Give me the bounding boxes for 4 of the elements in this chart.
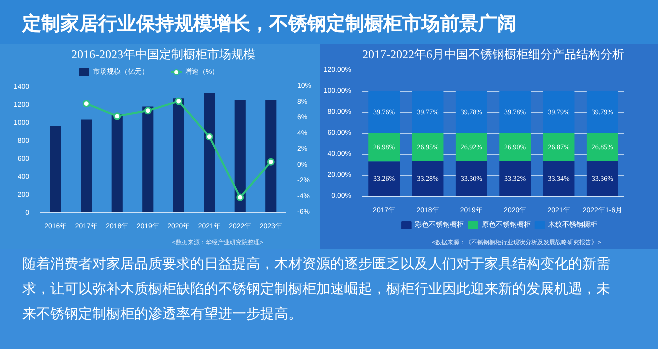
text: 定制家居行业保持规模增长，不锈钢定制橱柜市场前景广阔: [22, 13, 516, 35]
chart-title: 2017-2022年6月中国不锈钢橱柜细分产品结构分析: [362, 48, 624, 62]
text: 随着消费者对家居品质要求的日益提高，木材资源的逐步匮乏以及人们对于家具结构变化的新需求，让可以弥补木质橱柜缺陷的不锈钢定制橱柜加速崛起，橱柜行业因此迎来新的发展机遇，未来不锈钢定制橱柜的渗透率有望进一步提高。: [22, 256, 610, 322]
chart-title: 2016-2023年中国定制橱柜市场规模: [72, 48, 256, 62]
